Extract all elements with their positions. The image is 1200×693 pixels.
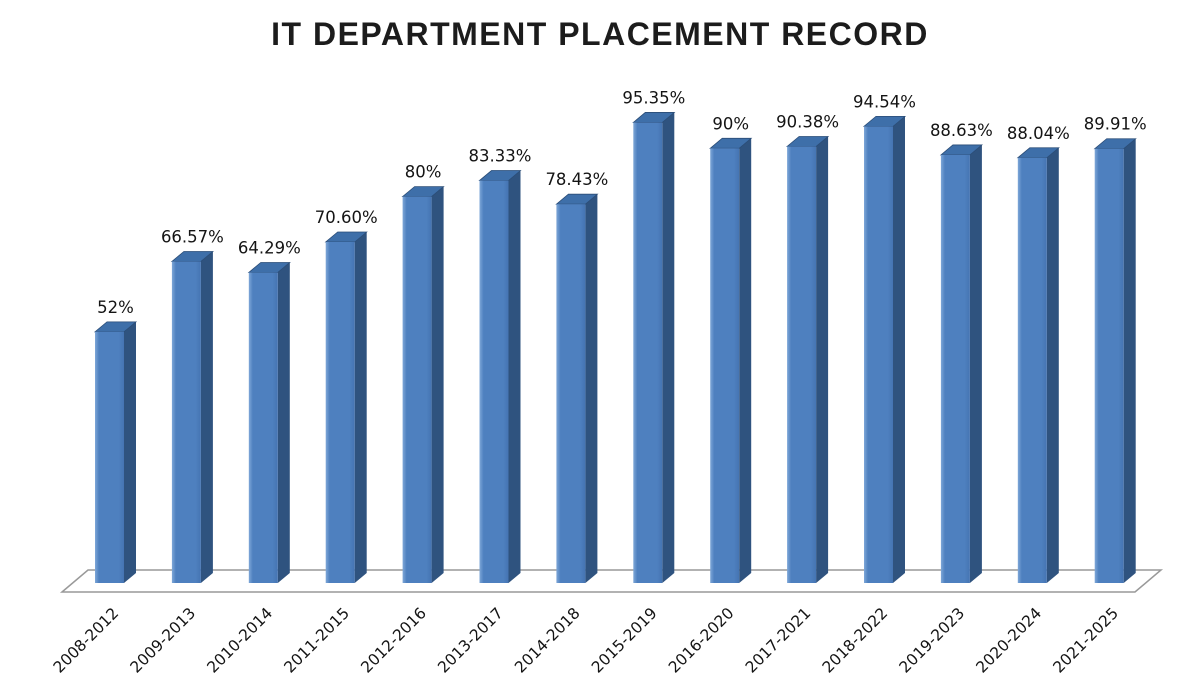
category-label: 2015-2019 (588, 604, 660, 676)
bar-front-face (479, 180, 509, 583)
bar-side-face (431, 186, 444, 583)
category-label: 2014-2018 (511, 604, 583, 676)
bar-side-face (354, 232, 367, 583)
bar-front-face (95, 331, 124, 583)
chart-floor (59, 569, 1164, 593)
category-label: 2019-2023 (896, 604, 968, 676)
bar-side-face (662, 112, 675, 583)
bar-side-face (277, 262, 290, 583)
value-label: 83.33% (469, 147, 532, 166)
value-label: 78.43% (545, 170, 608, 189)
category-label: 2018-2022 (819, 604, 891, 676)
category-label: 2013-2017 (434, 604, 506, 676)
value-label: 52% (97, 298, 134, 317)
value-label: 64.29% (238, 238, 301, 257)
bar-side-face (508, 170, 521, 583)
category-label: 2011-2015 (281, 604, 353, 676)
bar-front-face (248, 272, 278, 583)
category-label: 2016-2020 (665, 604, 737, 676)
value-label: 89.91% (1084, 115, 1147, 134)
bar-front-face (402, 196, 432, 583)
value-label: 90% (712, 114, 749, 133)
bar-side-face (124, 321, 136, 583)
value-label: 94.54% (853, 92, 916, 111)
value-label: 80% (405, 163, 442, 182)
category-label: 2012-2016 (357, 604, 429, 676)
value-label: 66.57% (161, 227, 224, 246)
bar-side-face (816, 136, 829, 583)
value-label: 70.60% (315, 208, 378, 227)
category-label: 2020-2024 (973, 604, 1045, 676)
bar-front-face (1094, 148, 1124, 584)
bar-front-face (787, 146, 817, 583)
chart-title: IT DEPARTMENT PLACEMENT RECORD (271, 16, 929, 52)
bar-side-face (1123, 138, 1136, 584)
bar-front-face (325, 242, 355, 583)
bar-side-face (739, 138, 752, 584)
category-label: 2008-2012 (50, 604, 122, 676)
bar-front-face (171, 261, 201, 583)
bar-side-face (585, 194, 598, 583)
bar-front-face (633, 122, 663, 583)
bar-side-face (893, 116, 905, 584)
bar-side-face (1046, 147, 1059, 584)
bar-front-face (940, 154, 970, 583)
category-label: 2010-2014 (204, 604, 276, 676)
category-label: 2021-2025 (1050, 604, 1122, 676)
bar-front-face (864, 126, 893, 584)
bar-side-face (200, 251, 213, 583)
bar-front-face (1017, 157, 1047, 584)
bar-front-face (556, 204, 586, 583)
category-label: 2009-2013 (127, 604, 199, 676)
value-label: 88.04% (1007, 124, 1070, 143)
bar-front-face (710, 148, 740, 584)
bar-side-face (969, 144, 982, 583)
value-label: 90.38% (776, 112, 839, 131)
value-label: 95.35% (622, 88, 685, 107)
value-label: 88.63% (930, 121, 993, 140)
category-label: 2017-2021 (742, 604, 814, 676)
